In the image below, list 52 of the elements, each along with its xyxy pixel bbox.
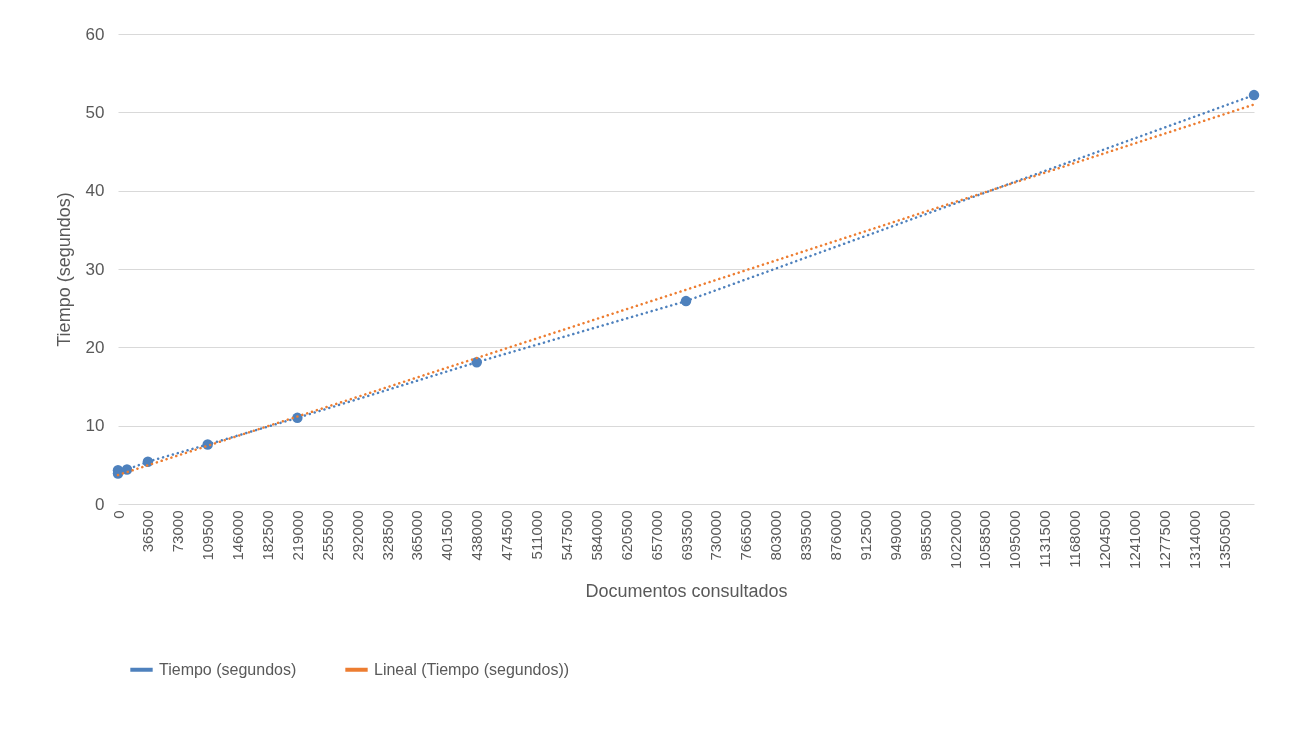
legend-label: Tiempo (segundos)	[159, 660, 297, 678]
x-tick-label: 1058500	[976, 510, 994, 569]
x-tick-label: 255500	[318, 510, 336, 561]
x-tick-label: 1350500	[1215, 510, 1233, 569]
x-tick-label: 949000	[886, 510, 904, 561]
y-tick-label: 40	[85, 181, 105, 201]
x-tick-label: 730000	[707, 510, 725, 561]
x-tick-label: 292000	[348, 510, 366, 561]
x-tick-label: 1277500	[1155, 510, 1173, 569]
x-tick-label: 584000	[587, 510, 605, 561]
x-tick-label: 693500	[677, 510, 695, 561]
x-tick-label: 547500	[557, 510, 575, 561]
x-tick-label: 146000	[229, 510, 247, 561]
x-tick-label: 876000	[826, 510, 844, 561]
y-tick-label: 60	[85, 24, 105, 44]
x-tick-label: 1168000	[1066, 510, 1084, 568]
x-tick-label: 219000	[288, 510, 306, 561]
x-tick-label: 839500	[797, 510, 815, 561]
x-tick-label: 0	[109, 510, 127, 519]
x-tick-label: 36500	[139, 510, 157, 553]
x-tick-label: 657000	[647, 510, 665, 561]
x-tick-label: 1241000	[1125, 510, 1143, 569]
x-tick-label: 109500	[199, 510, 217, 561]
x-tick-label: 328500	[378, 510, 396, 561]
x-tick-label: 73000	[169, 510, 187, 553]
y-tick-label: 0	[95, 494, 105, 514]
x-tick-label: 1022000	[946, 510, 964, 569]
point	[471, 356, 482, 368]
y-tick-label: 10	[85, 416, 105, 436]
x-tick-label: 985500	[916, 510, 934, 561]
x-axis-title: Documentos consultados	[585, 580, 788, 601]
y-axis-title: Tiempo (segundos)	[53, 192, 74, 347]
x-tick-label: 401500	[438, 510, 456, 561]
x-tick-label: 182500	[258, 510, 276, 561]
x-tick-label: 511000	[528, 510, 546, 560]
y-tick-label: 20	[85, 337, 105, 357]
x-tick-label: 1314000	[1185, 510, 1203, 569]
x-tick-label: 1095000	[1006, 510, 1024, 569]
x-tick-label: 438000	[468, 510, 486, 561]
x-tick-label: 365000	[408, 510, 426, 561]
x-tick-label: 620500	[617, 510, 635, 561]
y-tick-label: 50	[85, 102, 105, 122]
x-tick-label: 803000	[767, 510, 785, 561]
point	[680, 295, 692, 307]
x-tick-label: 474500	[498, 510, 516, 561]
x-tick-label: 912500	[856, 510, 874, 561]
point	[1248, 89, 1260, 101]
y-tick-label: 30	[85, 259, 105, 279]
x-tick-label: 1131500	[1036, 510, 1054, 568]
legend-label: Lineal (Tiempo (segundos))	[374, 660, 570, 678]
x-tick-label: 1204500	[1096, 510, 1114, 569]
x-tick-label: 766500	[737, 510, 755, 561]
